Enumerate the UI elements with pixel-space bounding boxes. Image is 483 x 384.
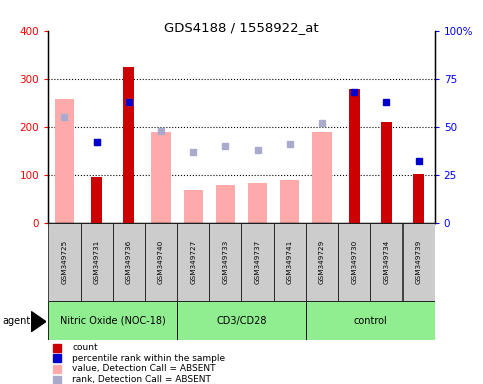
Text: GSM349736: GSM349736: [126, 240, 132, 284]
Bar: [48, 301, 177, 340]
Bar: [177, 301, 306, 340]
Text: GSM349730: GSM349730: [351, 240, 357, 284]
Bar: [123, 67, 134, 223]
Bar: [55, 99, 74, 223]
Bar: [274, 223, 306, 301]
Bar: [402, 223, 435, 301]
Bar: [413, 174, 424, 223]
Bar: [381, 122, 392, 223]
Bar: [177, 223, 209, 301]
Text: CD3/CD28: CD3/CD28: [216, 316, 267, 326]
Bar: [209, 223, 242, 301]
Bar: [349, 89, 360, 223]
Text: GSM349733: GSM349733: [222, 240, 228, 284]
Text: GDS4188 / 1558922_at: GDS4188 / 1558922_at: [164, 21, 319, 34]
Text: count: count: [72, 343, 98, 352]
Bar: [338, 223, 370, 301]
Bar: [370, 223, 402, 301]
Text: percentile rank within the sample: percentile rank within the sample: [72, 354, 226, 363]
Bar: [91, 177, 102, 223]
Bar: [81, 223, 113, 301]
Bar: [242, 223, 274, 301]
Text: GSM349739: GSM349739: [415, 240, 422, 284]
Text: control: control: [354, 316, 387, 326]
Text: GSM349729: GSM349729: [319, 240, 325, 284]
Text: GSM349731: GSM349731: [94, 240, 99, 284]
Bar: [48, 223, 81, 301]
Text: GSM349737: GSM349737: [255, 240, 261, 284]
Bar: [113, 223, 145, 301]
Bar: [145, 223, 177, 301]
Polygon shape: [31, 312, 46, 331]
Text: GSM349734: GSM349734: [384, 240, 389, 284]
Text: GSM349725: GSM349725: [61, 240, 68, 284]
Bar: [306, 223, 338, 301]
Bar: [313, 132, 332, 223]
Text: GSM349741: GSM349741: [287, 240, 293, 284]
Text: GSM349740: GSM349740: [158, 240, 164, 284]
Text: agent: agent: [2, 316, 30, 326]
Bar: [248, 184, 267, 223]
Bar: [280, 180, 299, 223]
Text: rank, Detection Call = ABSENT: rank, Detection Call = ABSENT: [72, 375, 211, 384]
Bar: [306, 301, 435, 340]
Bar: [184, 190, 203, 223]
Bar: [216, 185, 235, 223]
Text: value, Detection Call = ABSENT: value, Detection Call = ABSENT: [72, 364, 216, 374]
Text: GSM349727: GSM349727: [190, 240, 196, 284]
Text: Nitric Oxide (NOC-18): Nitric Oxide (NOC-18): [60, 316, 166, 326]
Bar: [151, 132, 170, 223]
